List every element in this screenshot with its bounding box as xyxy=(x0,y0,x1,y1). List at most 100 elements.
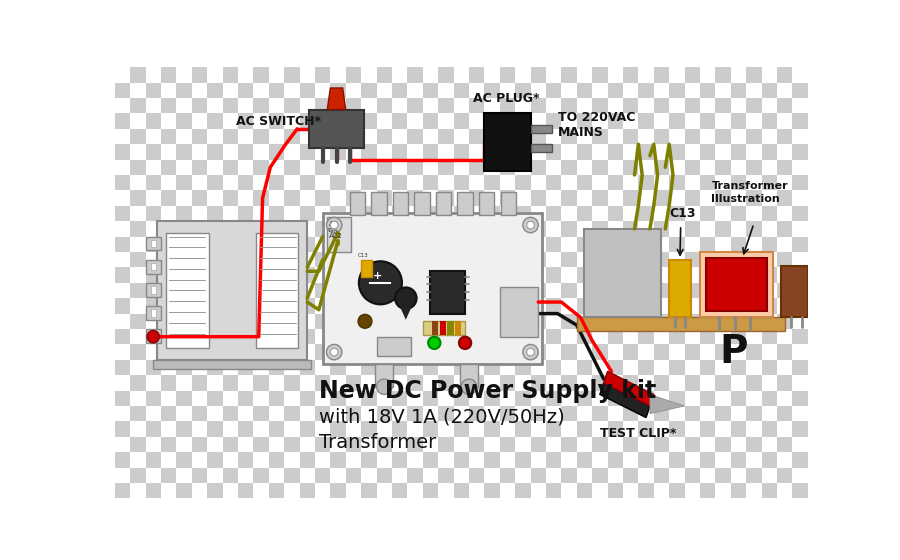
Bar xyxy=(592,221,608,236)
Bar xyxy=(330,483,346,498)
Bar xyxy=(315,175,330,190)
Bar xyxy=(392,190,408,206)
Bar xyxy=(376,175,392,190)
Bar xyxy=(608,314,623,329)
Bar xyxy=(608,206,623,221)
Bar xyxy=(638,190,653,206)
Bar xyxy=(530,483,546,498)
Bar xyxy=(638,298,653,314)
Bar xyxy=(484,468,500,483)
Bar xyxy=(530,67,546,82)
Bar xyxy=(638,314,653,329)
Bar xyxy=(192,498,207,514)
Bar xyxy=(653,283,669,298)
Bar xyxy=(808,468,824,483)
Bar xyxy=(792,483,808,498)
Bar xyxy=(792,206,808,221)
Bar xyxy=(222,468,238,483)
Bar xyxy=(192,406,207,421)
Bar xyxy=(254,160,269,175)
Bar xyxy=(808,375,824,390)
Bar xyxy=(608,344,623,360)
Bar xyxy=(423,113,438,129)
Bar xyxy=(392,267,408,283)
Bar xyxy=(423,329,438,344)
Bar xyxy=(669,206,685,221)
Bar xyxy=(546,160,562,175)
Bar xyxy=(115,391,130,406)
Bar xyxy=(731,314,746,329)
Bar xyxy=(146,283,161,297)
Bar xyxy=(254,344,269,360)
Bar xyxy=(284,113,300,129)
Bar xyxy=(669,360,685,375)
Bar xyxy=(330,360,346,375)
Bar xyxy=(608,498,623,514)
Bar xyxy=(515,175,531,190)
Bar xyxy=(530,160,546,175)
Bar xyxy=(300,483,315,498)
Bar xyxy=(254,267,269,283)
Bar xyxy=(161,375,176,390)
Bar xyxy=(623,421,638,437)
Bar xyxy=(500,129,515,144)
Bar xyxy=(562,98,577,113)
Bar xyxy=(700,190,716,206)
Bar xyxy=(130,314,146,329)
Bar xyxy=(469,421,484,437)
Bar xyxy=(469,329,484,344)
Bar xyxy=(330,267,346,283)
Bar xyxy=(808,391,824,406)
Bar xyxy=(284,437,300,452)
Bar xyxy=(361,283,376,298)
Bar xyxy=(500,252,515,267)
Bar xyxy=(438,190,454,206)
Bar xyxy=(146,236,161,252)
Bar xyxy=(777,175,792,190)
Bar xyxy=(700,252,773,318)
Bar xyxy=(469,144,484,160)
Bar xyxy=(192,344,207,360)
Bar xyxy=(392,406,408,421)
Bar xyxy=(669,221,685,236)
Bar xyxy=(376,391,392,406)
Bar xyxy=(238,98,254,113)
Bar xyxy=(392,391,408,406)
Bar xyxy=(792,329,808,344)
Bar xyxy=(207,67,222,82)
Bar xyxy=(777,314,792,329)
Bar xyxy=(500,452,515,468)
Bar xyxy=(546,468,562,483)
Bar xyxy=(376,221,392,236)
Bar xyxy=(669,144,685,160)
Bar xyxy=(454,483,469,498)
Bar xyxy=(254,406,269,421)
Bar xyxy=(792,375,808,390)
Bar xyxy=(577,283,592,298)
Bar xyxy=(746,452,761,468)
Bar xyxy=(515,160,531,175)
Bar xyxy=(176,421,192,437)
Bar xyxy=(454,329,469,344)
Circle shape xyxy=(359,261,402,304)
Bar xyxy=(562,375,577,390)
Bar xyxy=(500,175,515,190)
Bar xyxy=(731,498,746,514)
Bar xyxy=(284,498,300,514)
Bar xyxy=(192,267,207,283)
Bar xyxy=(638,344,653,360)
Bar xyxy=(115,113,130,129)
Bar xyxy=(115,283,130,298)
Bar xyxy=(685,206,700,221)
Bar xyxy=(685,483,700,498)
Bar xyxy=(515,298,531,314)
Bar xyxy=(469,452,484,468)
Bar xyxy=(284,314,300,329)
Bar xyxy=(322,213,542,363)
Bar xyxy=(300,113,315,129)
Bar xyxy=(300,252,315,267)
Bar xyxy=(653,144,669,160)
Bar xyxy=(346,67,361,82)
Bar xyxy=(192,298,207,314)
Bar xyxy=(222,329,238,344)
